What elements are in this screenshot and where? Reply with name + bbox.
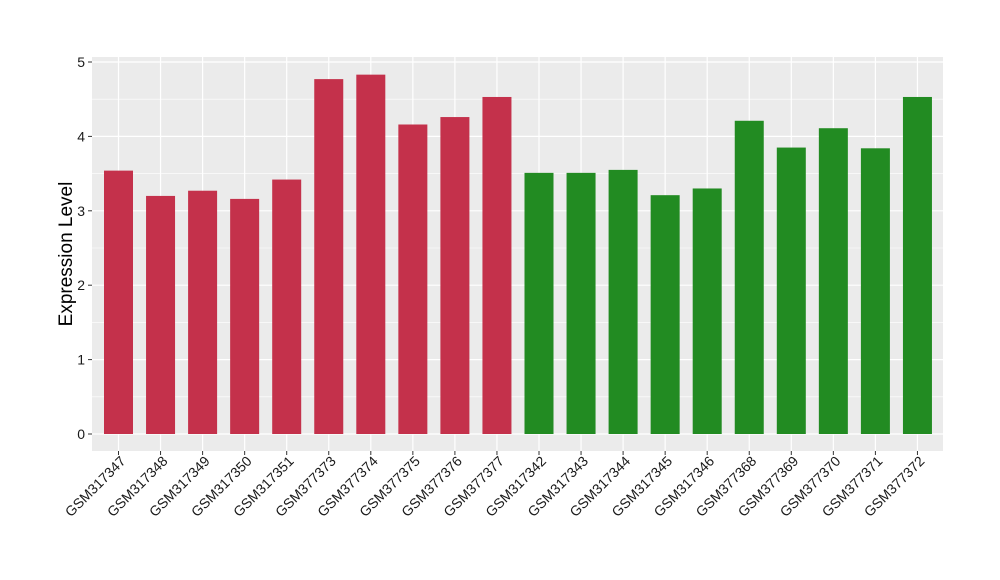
bar-GSM377375 <box>398 124 428 434</box>
y-tick-label: 2 <box>77 277 85 293</box>
bar-GSM317342 <box>524 172 554 434</box>
y-tick-label: 4 <box>77 128 85 144</box>
bar-GSM317345 <box>650 195 680 434</box>
bar-GSM377369 <box>776 147 806 434</box>
bar-GSM377373 <box>314 79 344 434</box>
bar-GSM317348 <box>146 195 176 434</box>
y-tick-label: 5 <box>77 54 85 70</box>
bar-GSM377374 <box>356 74 386 434</box>
x-axis: GSM317347GSM317348GSM317349GSM317350GSM3… <box>62 451 928 520</box>
bar-GSM377372 <box>902 96 932 434</box>
y-axis: 0 1 2 3 4 5 <box>77 54 92 442</box>
y-tick-label: 0 <box>77 426 85 442</box>
bar-GSM377377 <box>482 96 512 434</box>
bar-GSM317347 <box>104 170 133 434</box>
bar-GSM377371 <box>860 148 890 434</box>
bar-GSM377370 <box>818 128 848 434</box>
bar-GSM377376 <box>440 117 470 434</box>
bar-GSM317344 <box>608 169 638 434</box>
bar-GSM317349 <box>188 190 218 434</box>
plot-panel <box>92 57 943 451</box>
bars <box>104 74 932 434</box>
y-tick-label: 3 <box>77 203 85 219</box>
y-axis-title: Expression Level <box>56 182 77 327</box>
y-tick-label: 1 <box>77 352 85 368</box>
bar-GSM317346 <box>692 188 722 434</box>
bar-GSM377368 <box>734 120 764 434</box>
bar-GSM317350 <box>230 198 260 434</box>
bar-GSM317351 <box>272 179 302 434</box>
bar-GSM317343 <box>566 172 596 434</box>
